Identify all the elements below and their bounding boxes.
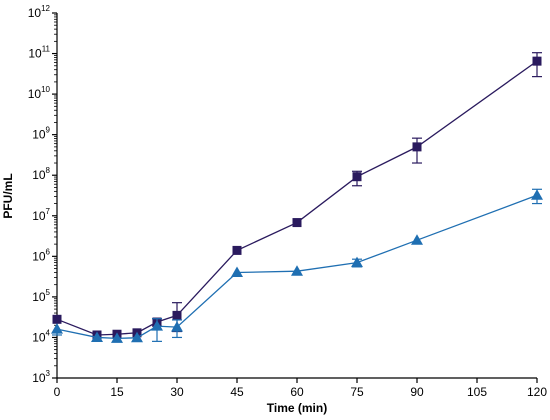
x-tick-label: 75	[350, 385, 364, 399]
data-point	[532, 56, 542, 66]
data-point	[411, 234, 423, 245]
series-square	[52, 52, 542, 340]
series-triangle	[51, 188, 543, 343]
series-layer	[51, 52, 543, 343]
data-point	[172, 310, 182, 320]
y-tick-label: 105	[32, 288, 50, 304]
x-tick-label: 105	[467, 385, 487, 399]
data-point	[232, 245, 242, 255]
data-point	[111, 332, 123, 343]
y-tick-label: 1012	[28, 4, 51, 20]
data-point	[231, 266, 243, 277]
axes: 0 15 30 45 60 75 90 105 120 103 104 105 106 107 108 109…	[28, 4, 548, 399]
data-point	[292, 218, 302, 228]
data-point	[51, 323, 63, 334]
y-tick-label: 1010	[28, 85, 51, 101]
series-line	[56, 60, 538, 336]
x-tick-label: 120	[527, 385, 547, 399]
x-tick-label: 90	[410, 385, 424, 399]
x-tick-label: 30	[170, 385, 184, 399]
data-point	[291, 265, 303, 276]
data-point	[412, 142, 422, 152]
y-tick-label: 107	[32, 207, 50, 223]
y-tick-label: 108	[32, 166, 50, 182]
data-point	[352, 172, 362, 182]
data-point	[531, 189, 543, 200]
y-tick-label: 103	[32, 369, 50, 385]
data-point	[351, 256, 363, 268]
x-tick-label: 0	[54, 385, 61, 399]
y-axis-title: PFU/mL	[1, 173, 15, 218]
x-tick-label: 60	[290, 385, 304, 399]
data-point	[171, 321, 183, 332]
x-axis-title: Time (min)	[267, 401, 327, 415]
data-point	[91, 331, 103, 342]
data-point	[52, 314, 62, 324]
y-tick-label: 109	[32, 126, 50, 142]
x-tick-label: 15	[110, 385, 124, 399]
y-tick-label: 1011	[28, 45, 50, 61]
data-point	[151, 320, 163, 331]
data-point	[131, 331, 143, 343]
x-tick-label: 45	[230, 385, 244, 399]
y-tick-label: 106	[32, 247, 50, 263]
y-tick-label: 104	[32, 328, 50, 344]
